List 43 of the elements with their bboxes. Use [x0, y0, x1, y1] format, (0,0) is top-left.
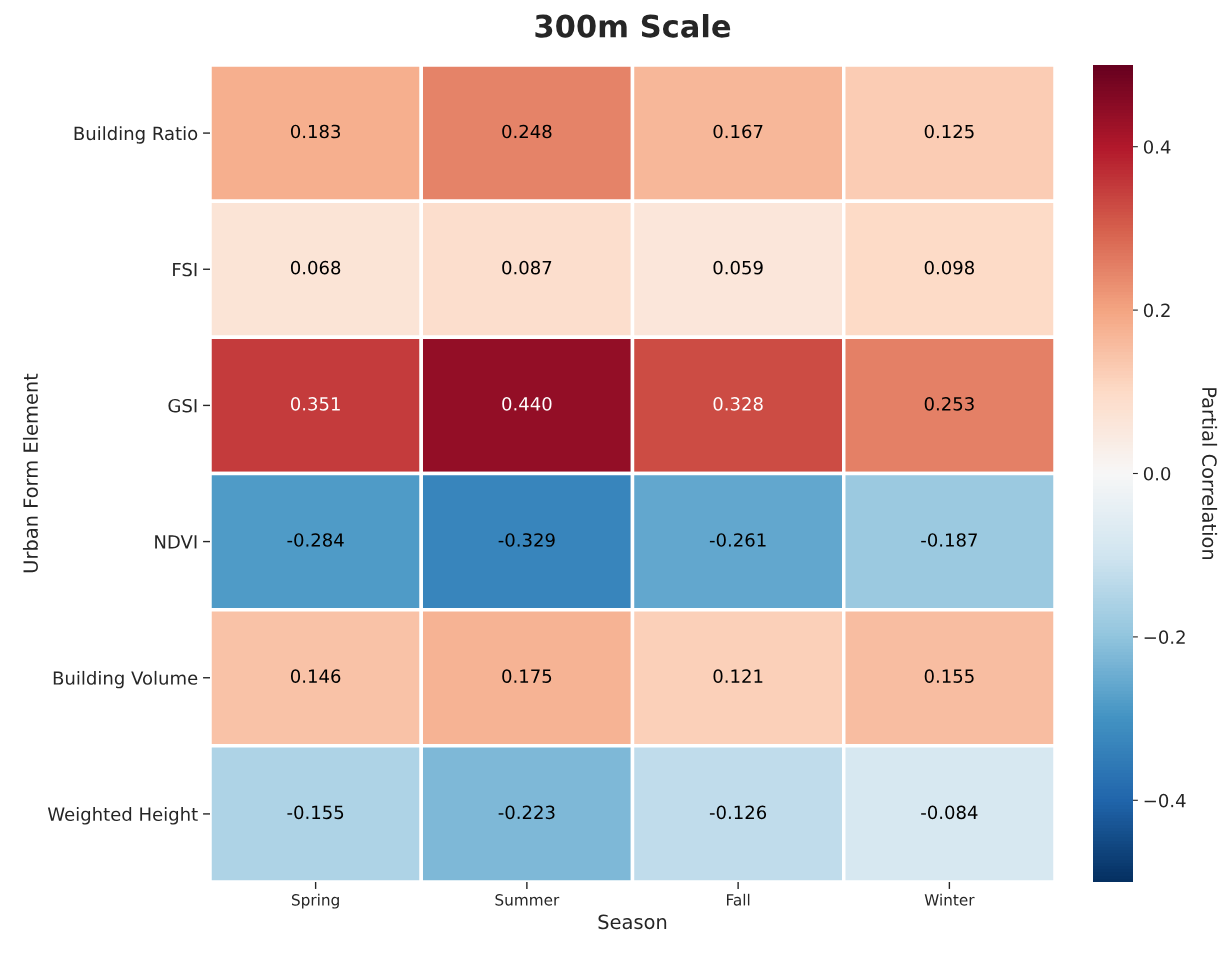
data-label: 0.167: [713, 124, 763, 139]
data-label: 0.059: [713, 260, 763, 275]
data-label: -0.155: [287, 805, 344, 820]
x-tick-label: Spring: [291, 893, 339, 909]
color-bar-label: 0.0: [1143, 466, 1171, 481]
x-tick-label: Winter: [924, 893, 975, 906]
data-label: 0.125: [924, 124, 974, 139]
color-bar-label: 0.2: [1143, 303, 1170, 318]
data-label: 0.121: [713, 669, 763, 683]
y-tick-label: Building Volume: [53, 670, 198, 689]
color-bar-label: −0.4: [1144, 793, 1186, 808]
y-tick-label: NDVI: [155, 535, 197, 549]
data-label: -0.284: [287, 533, 344, 547]
y-axis-title: Urban Form Element: [22, 373, 38, 573]
x-tick-label: Summer: [495, 894, 560, 906]
color-bar-title: Partial Correlation: [1202, 388, 1218, 560]
data-label: -0.223: [498, 805, 555, 820]
color-bar-label: −0.2: [1144, 630, 1185, 645]
data-label: 0.253: [924, 397, 974, 411]
data-label: -0.084: [921, 805, 978, 820]
data-label: -0.187: [921, 533, 977, 547]
data-label: 0.351: [290, 397, 340, 411]
data-label: 0.098: [924, 260, 974, 275]
x-tick-label: Fall: [727, 893, 750, 906]
data-label: 0.068: [290, 260, 341, 275]
data-label: 0.146: [290, 669, 341, 683]
y-tick-label: GSI: [168, 398, 197, 413]
y-tick-label: FSI: [173, 262, 197, 277]
data-label: -0.261: [709, 533, 766, 547]
data-label: 0.183: [290, 124, 341, 139]
x-axis-title: Season: [598, 914, 667, 930]
y-tick-label: Building Ratio: [74, 126, 198, 144]
data-label: 0.087: [502, 260, 552, 275]
chart-title: 300m Scale: [535, 14, 731, 38]
data-label: -0.126: [709, 805, 767, 820]
data-label: 0.440: [502, 397, 552, 411]
color-bar-label: 0.4: [1143, 140, 1171, 154]
data-label: 0.175: [502, 669, 552, 683]
data-label: 0.248: [502, 124, 552, 139]
data-label: -0.329: [498, 533, 555, 547]
data-label: 0.328: [713, 397, 763, 411]
data-label: 0.155: [924, 669, 974, 683]
y-tick-label: Weighted Height: [47, 807, 198, 825]
